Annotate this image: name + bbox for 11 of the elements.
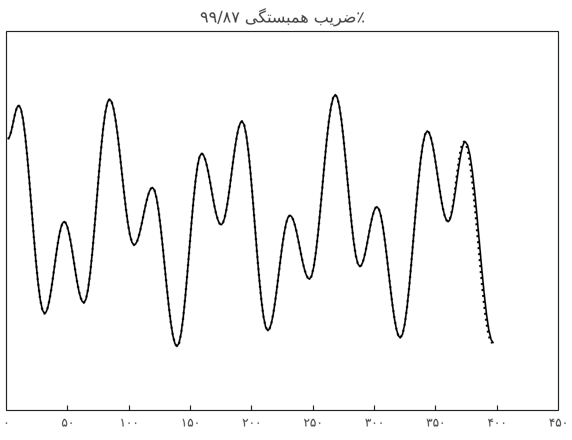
x-tick-label: ۳۰۰ — [364, 416, 384, 430]
x-tick-label: ۰ — [3, 416, 10, 430]
x-tick-label: ۲۰۰ — [242, 416, 262, 430]
x-tick-label: ۴۰۰ — [488, 416, 507, 430]
x-tick-label: ۱۵۰ — [180, 416, 200, 430]
x-tick-label: ۳۵۰ — [426, 416, 446, 430]
x-tick-label: ۱۰۰ — [120, 416, 139, 430]
x-tick-label: ۵۰ — [61, 416, 74, 430]
x-tick-label: ۴۵۰ — [548, 416, 568, 430]
x-tick-label: ۲۵۰ — [304, 416, 323, 430]
chart-title: ضریب همبستگی ۹۹/۸۷٪ — [200, 8, 365, 26]
